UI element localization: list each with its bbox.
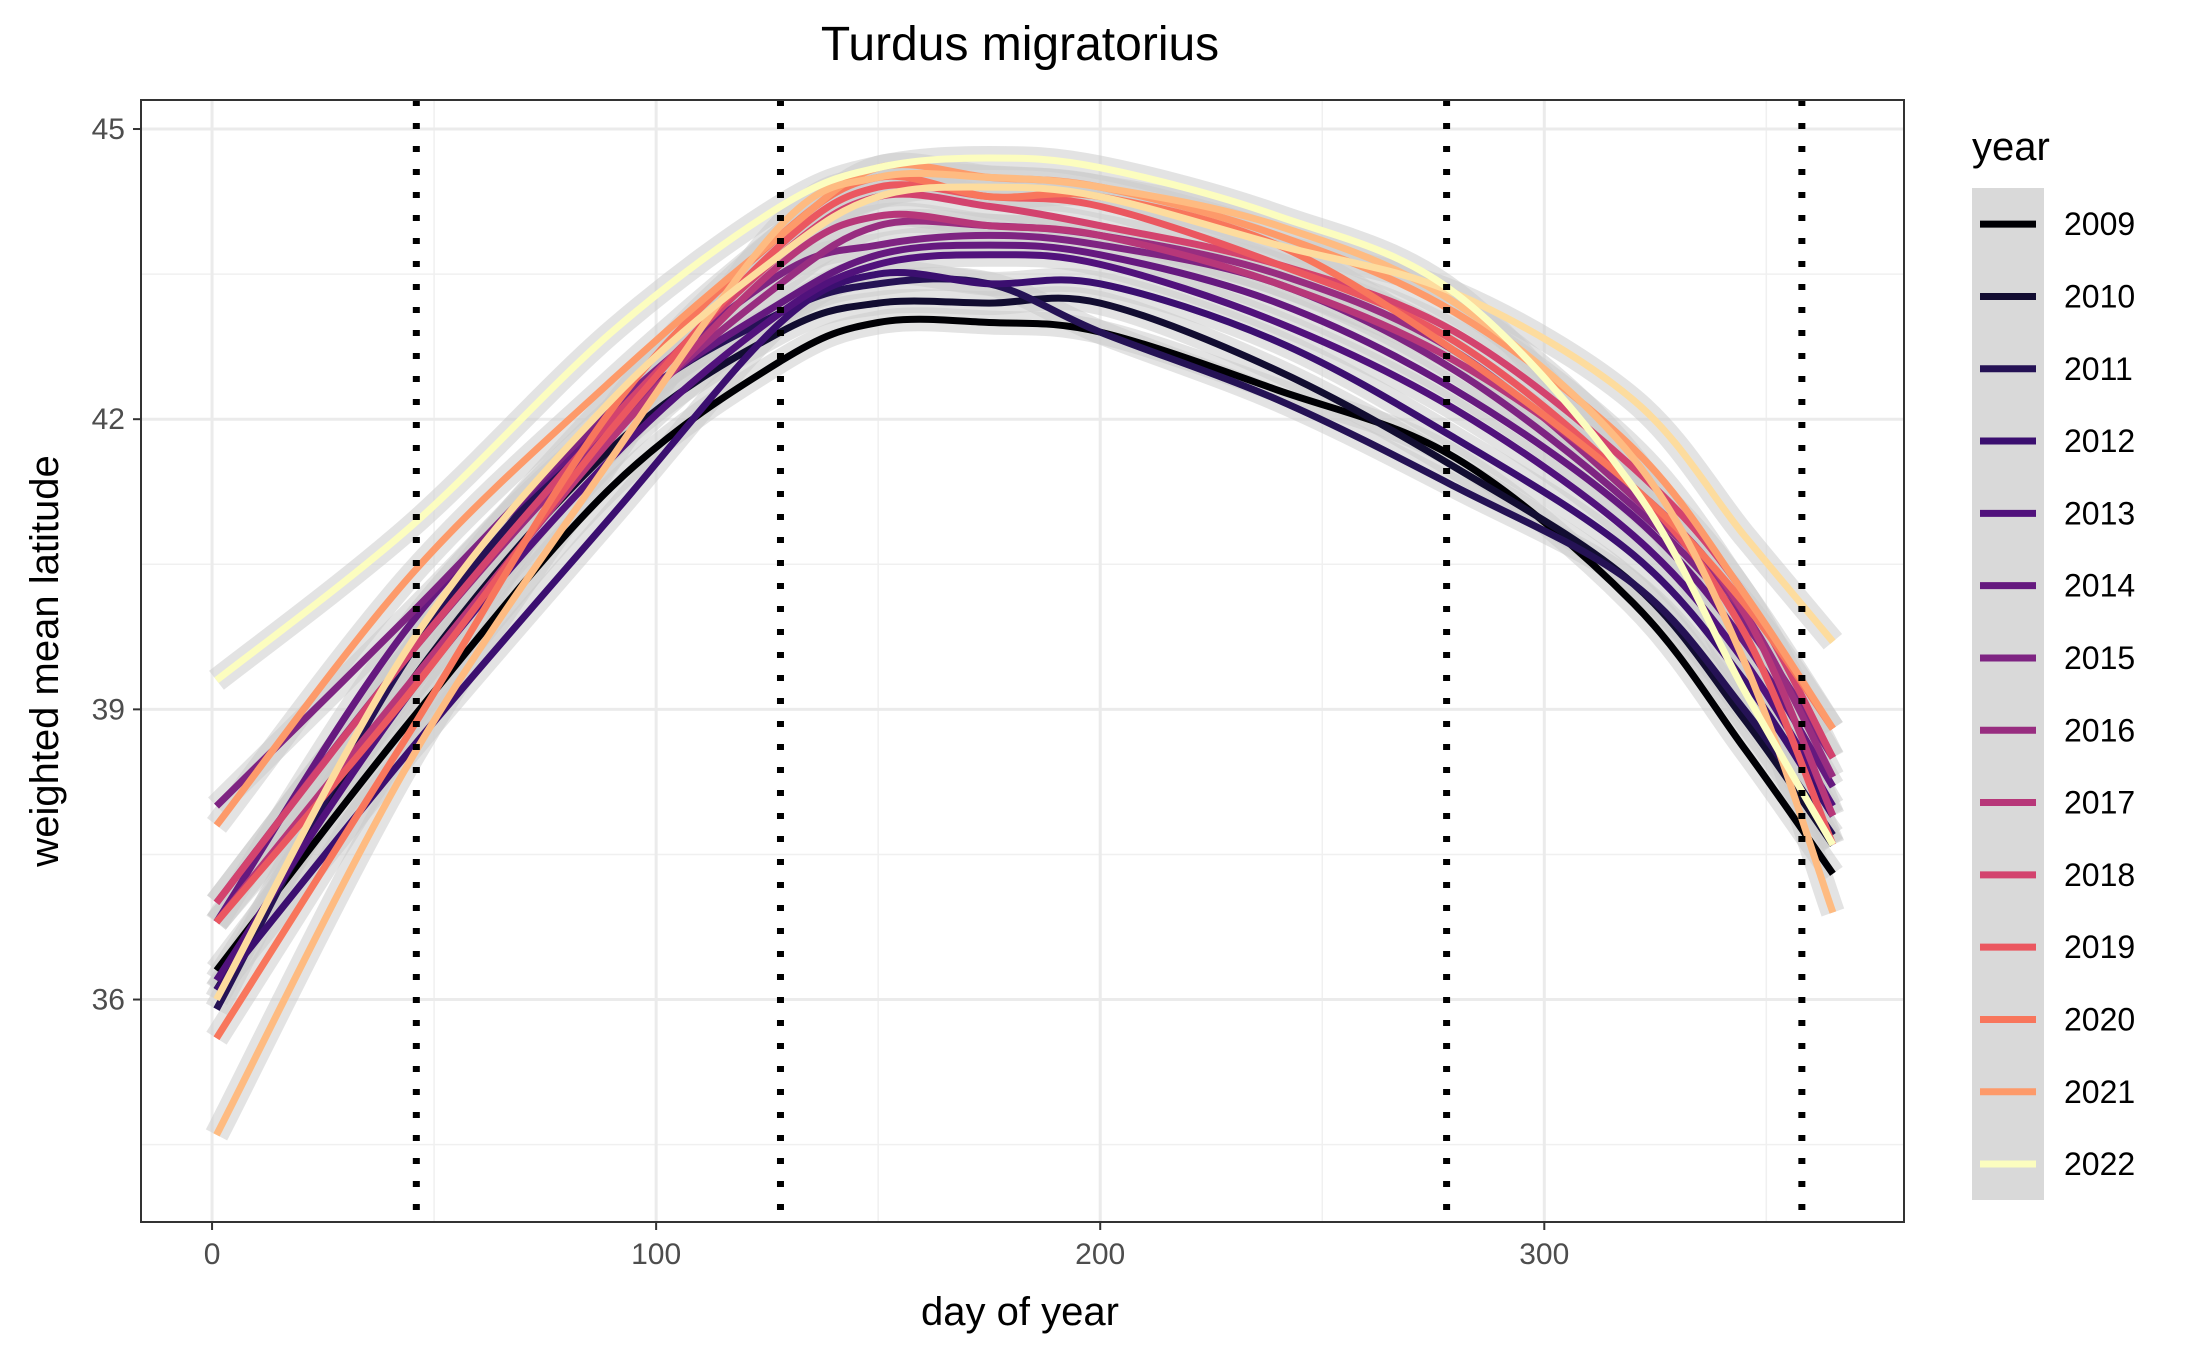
legend-label-2021: 2021 xyxy=(2064,1074,2135,1110)
legend: 2009 2010 2011 2012 2013 2014 2015 2016 2017 2018… xyxy=(1980,206,2135,1182)
legend-label-2010: 2010 xyxy=(2064,278,2135,314)
x-tick-label: 100 xyxy=(631,1238,681,1271)
series-line-2012 xyxy=(213,268,1836,993)
y-tick-label: 36 xyxy=(92,984,125,1017)
series-line-layer xyxy=(213,154,1837,1137)
legend-label-2015: 2015 xyxy=(2064,640,2135,676)
plot-title: Turdus migratorius xyxy=(821,18,1219,71)
series-line-2022-b xyxy=(213,183,1836,1002)
legend-label-2016: 2016 xyxy=(2064,712,2135,748)
series-line-2022 xyxy=(213,169,1837,1137)
series-line-2022-c xyxy=(214,154,1836,847)
y-tick-label: 42 xyxy=(92,403,125,436)
plot-panel-border xyxy=(140,99,1905,1223)
x-axis-title: day of year xyxy=(921,1290,1119,1334)
y-tick-label: 45 xyxy=(92,113,125,146)
legend-label-2012: 2012 xyxy=(2064,423,2135,459)
x-axis-ticks: 0 100 200 300 xyxy=(204,1222,1569,1271)
legend-label-2011: 2011 xyxy=(2064,351,2133,387)
y-tick-label: 39 xyxy=(92,693,125,726)
legend-label-2020: 2020 xyxy=(2064,1001,2135,1037)
legend-keys-background xyxy=(1972,188,2044,1200)
x-tick-label: 200 xyxy=(1075,1238,1125,1271)
legend-label-2022: 2022 xyxy=(2064,1146,2135,1182)
x-tick-label: 300 xyxy=(1519,1238,1569,1271)
legend-label-2013: 2013 xyxy=(2064,495,2135,531)
x-tick-label: 0 xyxy=(204,1238,221,1271)
legend-title: year xyxy=(1972,125,2050,169)
legend-label-2019: 2019 xyxy=(2064,929,2135,965)
y-axis-title: weighted mean latitude xyxy=(23,455,67,867)
legend-label-2014: 2014 xyxy=(2064,568,2135,604)
vertical-reference-lines xyxy=(412,100,1806,1222)
legend-label-2017: 2017 xyxy=(2064,785,2135,821)
series-line-2011 xyxy=(213,275,1836,1011)
legend-label-2009: 2009 xyxy=(2064,206,2135,242)
series-line-2018 xyxy=(213,190,1836,905)
legend-label-2018: 2018 xyxy=(2064,857,2135,893)
y-axis-ticks: 36 39 42 45 xyxy=(92,113,141,1017)
